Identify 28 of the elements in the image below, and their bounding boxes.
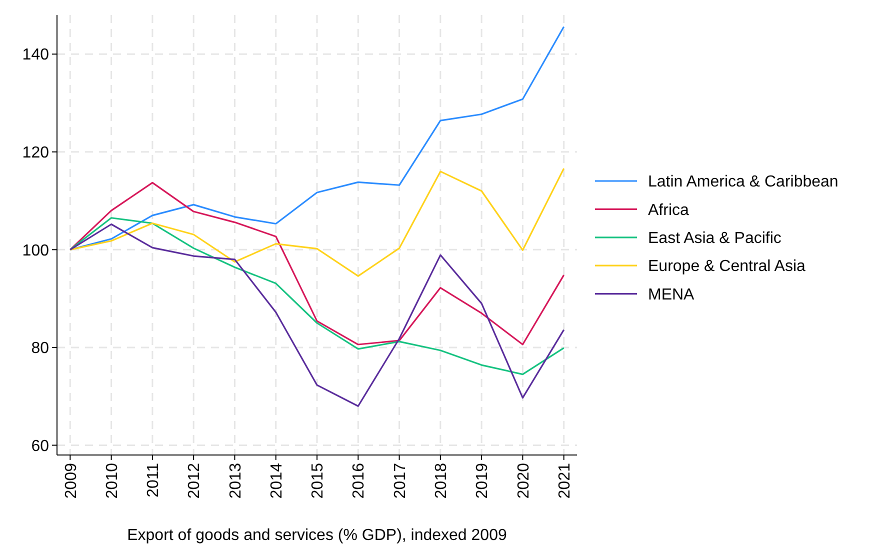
line-series — [69, 182, 565, 346]
y-tick-label: 120 — [22, 144, 50, 162]
line-series — [69, 223, 565, 407]
legend-label: East Asia & Pacific — [648, 230, 782, 247]
x-axis-title: Export of goods and services (% GDP), indexed 2009 — [127, 527, 507, 544]
x-tick-label: 2018 — [433, 462, 450, 499]
x-tick-label: 2020 — [515, 462, 532, 499]
y-tick-label: 140 — [22, 46, 50, 64]
x-tick-label: 2021 — [556, 462, 574, 499]
x-tick-label: 2010 — [104, 462, 121, 499]
y-tick-label: 100 — [22, 242, 50, 260]
x-tick-label: 2017 — [392, 462, 409, 499]
line-series — [69, 217, 565, 376]
legend-label: Europe & Central Asia — [648, 258, 806, 276]
line-series — [69, 168, 565, 277]
legend-label: Latin America & Caribbean — [648, 174, 838, 191]
legend-label: Africa — [648, 202, 689, 219]
y-tick-label: 60 — [31, 438, 50, 455]
x-tick-label: 2009 — [62, 462, 80, 499]
y-tick-label: 80 — [31, 340, 50, 358]
x-tick-label: 2015 — [310, 462, 327, 499]
x-tick-label: 2016 — [350, 462, 368, 499]
x-tick-label: 2014 — [268, 462, 286, 499]
x-tick-label: 2012 — [186, 462, 204, 499]
x-tick-label: 2011 — [145, 462, 162, 498]
x-tick-label: 2019 — [474, 462, 492, 499]
legend-label: MENA — [648, 286, 695, 304]
x-tick-label: 2013 — [227, 462, 244, 499]
